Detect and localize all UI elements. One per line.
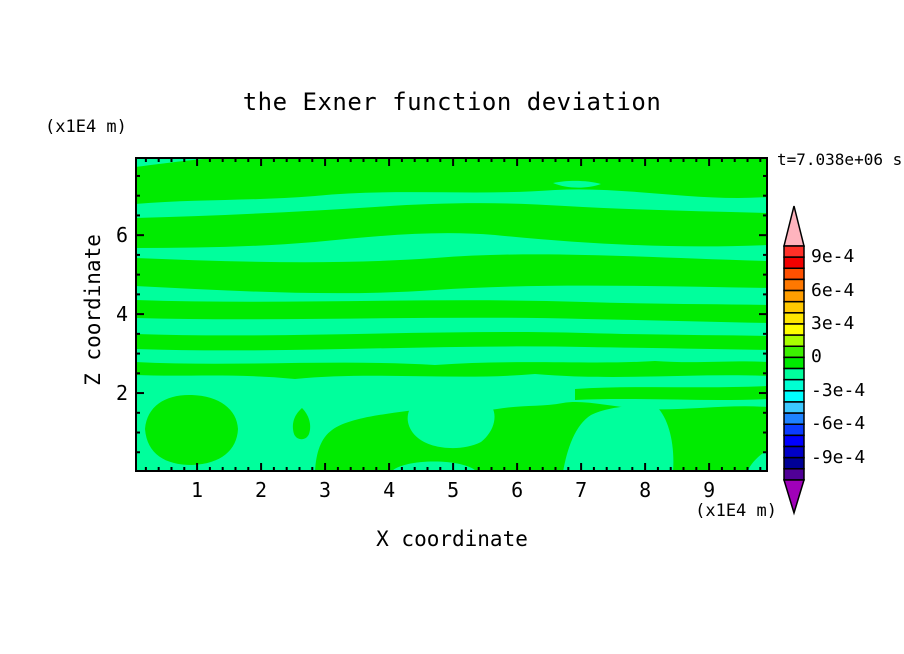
colorbar-tick-label: 0 — [811, 346, 822, 368]
x-tick-label: 6 — [511, 478, 524, 502]
chart-title: the Exner function deviation — [242, 88, 662, 116]
x-axis-unit-label: (x1E4 m) — [695, 501, 777, 521]
x-axis-title: X coordinate — [376, 527, 528, 551]
x-tick-label: 2 — [255, 478, 268, 502]
colorbar-tick-label: 6e-4 — [811, 279, 855, 301]
x-tick-label: 5 — [447, 478, 460, 502]
colorbar-tick-label: 3e-4 — [811, 312, 855, 334]
x-tick-label: 3 — [319, 478, 332, 502]
y-tick-label: 2 — [115, 381, 128, 406]
colorbar-tick-label: -3e-4 — [811, 379, 866, 401]
timestamp-label: t=7.038e+06 s — [777, 150, 903, 169]
contour-plot-svg — [135, 157, 768, 472]
colorbar-tick-label: -6e-4 — [811, 413, 866, 435]
x-tick-label: 8 — [639, 478, 652, 502]
y-axis-title: Z coordinate — [81, 234, 105, 386]
x-tick-label: 7 — [575, 478, 588, 502]
x-tick-label: 4 — [383, 478, 396, 502]
y-tick-label: 4 — [115, 302, 128, 327]
y-tick-label: 6 — [115, 223, 128, 248]
colorbar-svg — [782, 205, 806, 516]
x-tick-label: 1 — [191, 478, 204, 502]
colorbar-tick-label: 9e-4 — [811, 246, 855, 268]
colorbar-tick-label: -9e-4 — [811, 446, 866, 468]
x-tick-label: 9 — [703, 478, 716, 502]
y-axis-unit-label: (x1E4 m) — [45, 117, 127, 137]
